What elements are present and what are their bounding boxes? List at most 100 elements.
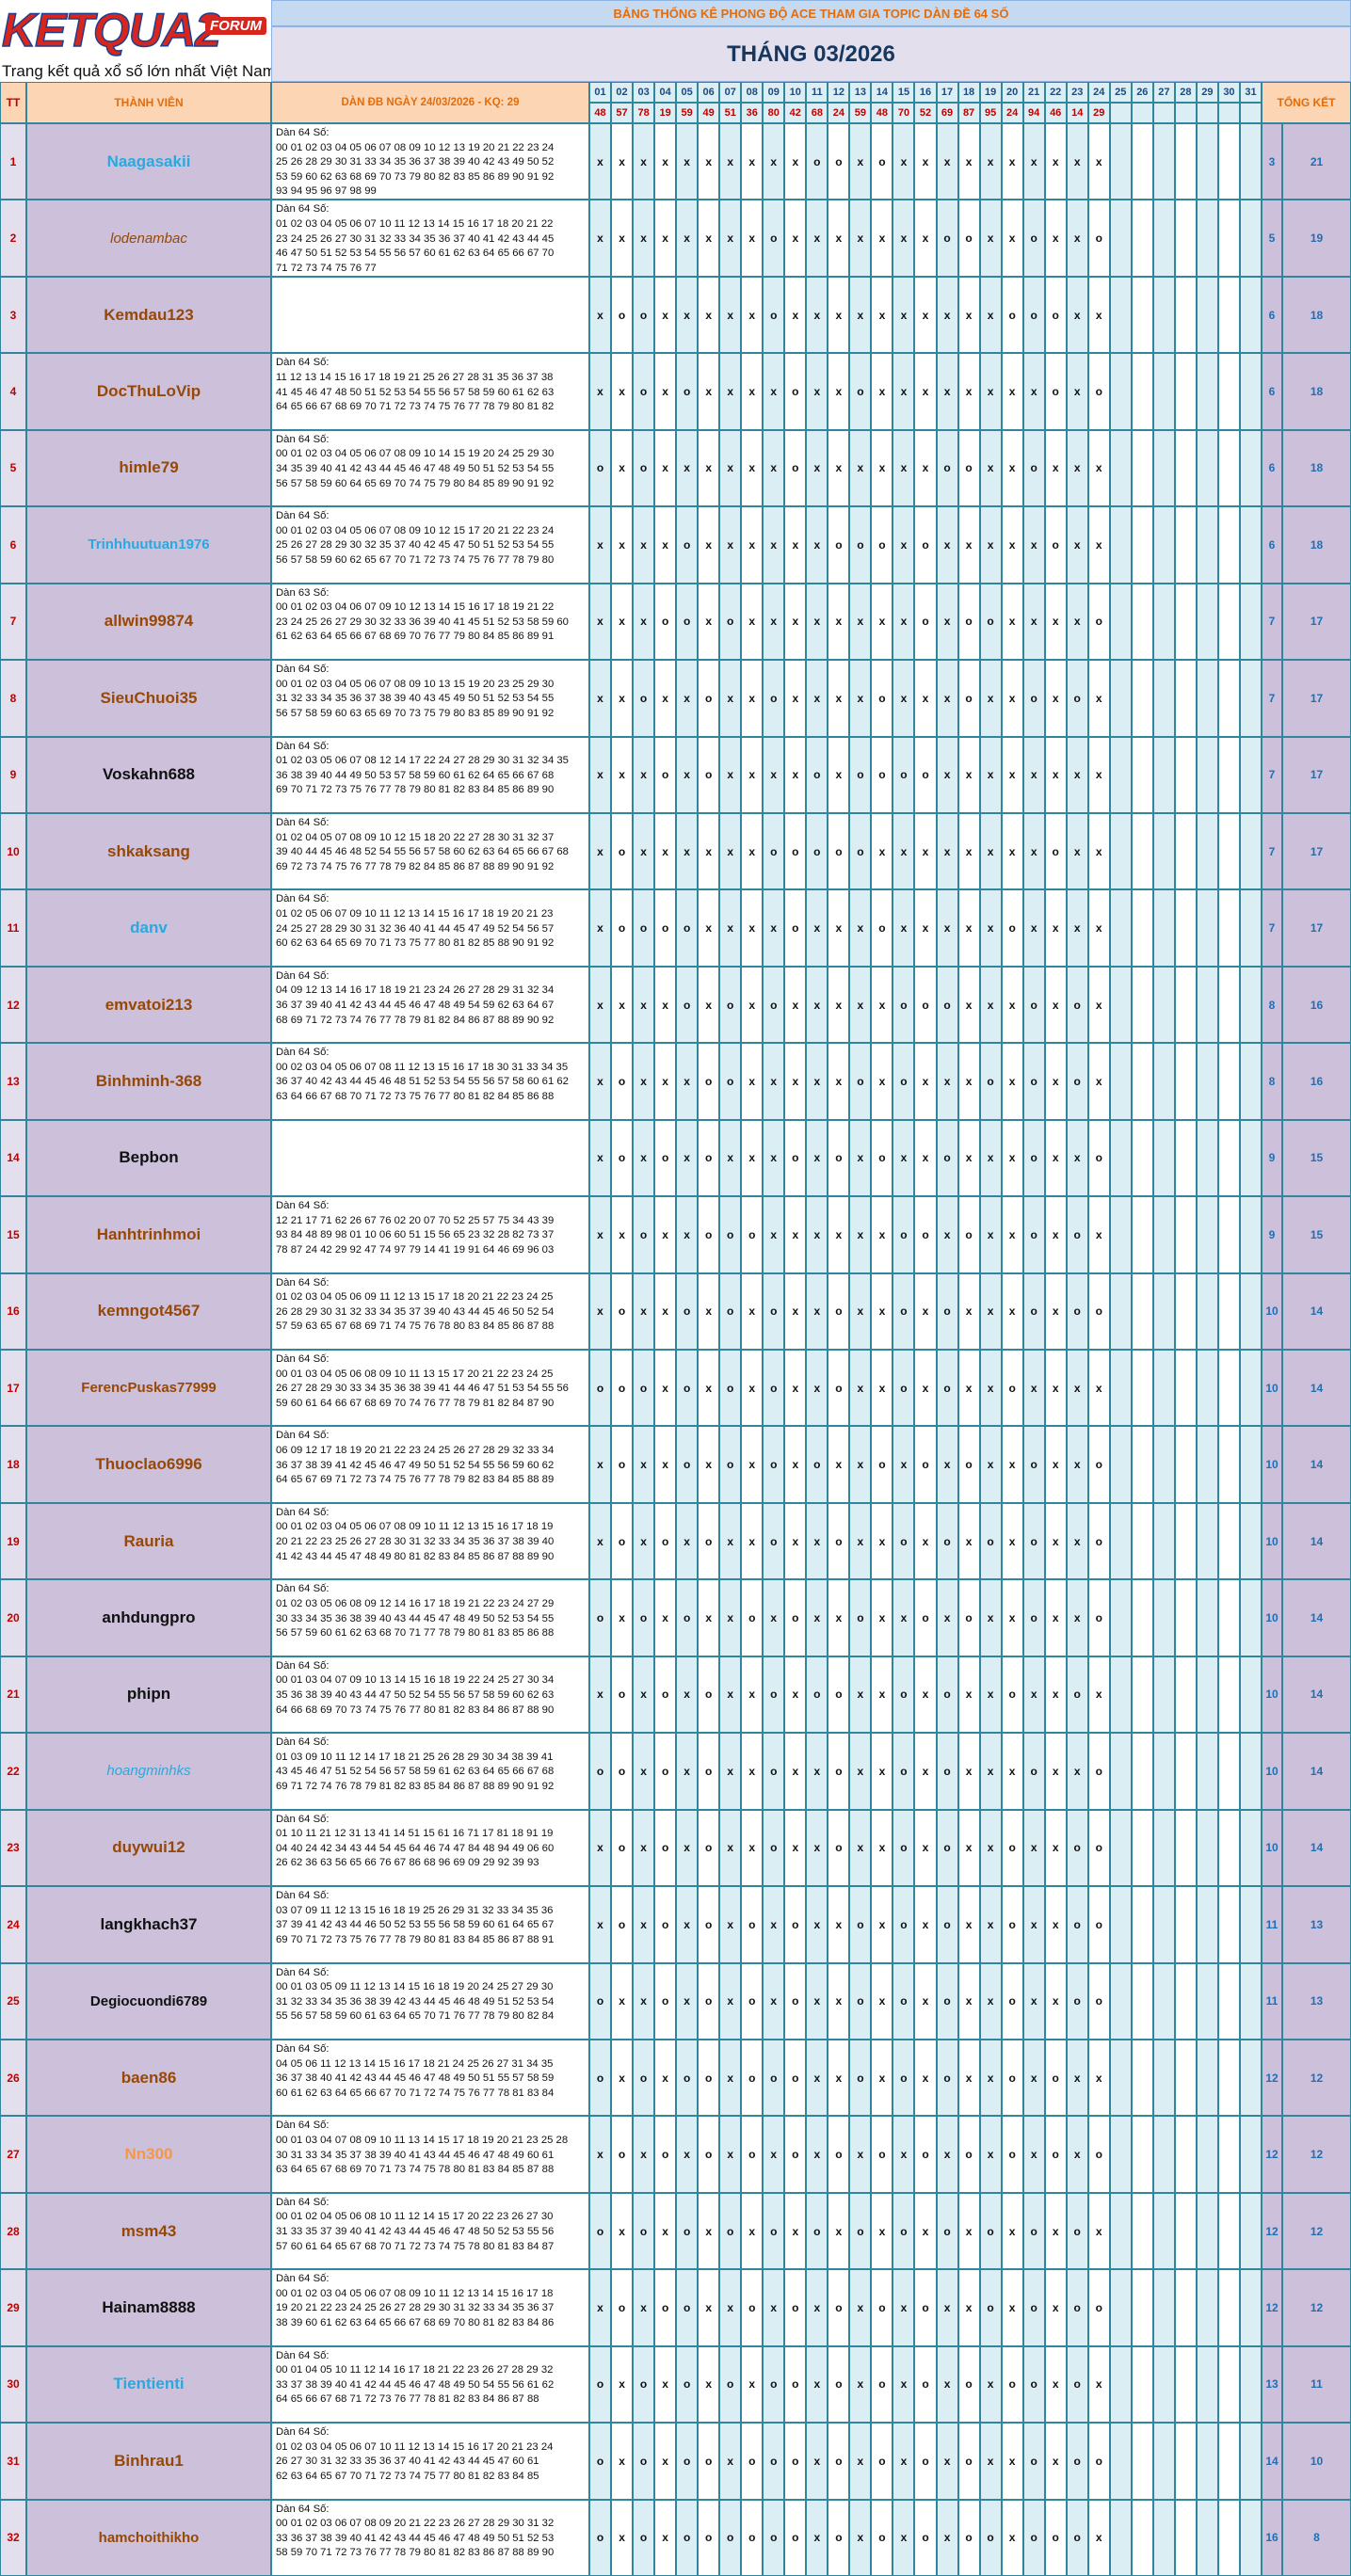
dan-line: 00 01 02 03 04 05 06 07 08 09 10 11 12 1… <box>276 1521 554 1533</box>
day-mark: x <box>633 966 655 1044</box>
day-mark: o <box>957 2345 980 2424</box>
day-mark <box>1239 1119 1262 1197</box>
day-mark: x <box>633 1656 655 1734</box>
day-mark: o <box>849 1962 872 2040</box>
day-mark: o <box>611 2116 634 2193</box>
day-mark <box>1196 583 1218 661</box>
day-mark <box>1217 583 1240 661</box>
member-header: THÀNH VIÊN <box>26 82 271 123</box>
dan-line: 58 59 70 71 72 73 76 77 78 79 80 81 82 8… <box>276 2547 555 2559</box>
dan-line: 04 40 24 42 34 43 44 54 45 64 46 74 47 8… <box>276 1842 555 1854</box>
day-mark: x <box>1087 2192 1110 2270</box>
day-mark: o <box>936 966 958 1044</box>
day-mark: x <box>979 506 1002 584</box>
day-mark: x <box>741 1426 764 1503</box>
day-mark: o <box>1087 1272 1110 1350</box>
day-mark: x <box>719 889 742 967</box>
dan-label: Dàn 64 Số: <box>276 1506 330 1518</box>
day-mark: o <box>719 1426 742 1503</box>
day-mark: x <box>1087 1043 1110 1120</box>
day-mark: x <box>784 1350 807 1427</box>
day-mark: x <box>698 2345 720 2424</box>
dan-line: 01 10 11 21 12 31 13 41 14 51 15 61 16 7… <box>276 1828 554 1840</box>
day-mark: x <box>719 1656 742 1734</box>
day-mark: x <box>719 2116 742 2193</box>
day-mark <box>1217 1502 1240 1580</box>
day-mark <box>1109 506 1132 584</box>
day-mark: x <box>719 2423 742 2500</box>
dan-line: 64 65 66 67 68 71 72 73 76 77 78 81 82 8… <box>276 2393 539 2406</box>
losses: 12 <box>1282 2116 1351 2193</box>
day-mark: o <box>698 1043 720 1120</box>
day-mark: x <box>806 276 828 354</box>
day-mark <box>1109 276 1132 354</box>
day-mark: x <box>676 123 699 200</box>
day-mark: x <box>611 200 634 277</box>
day-mark: o <box>676 2499 699 2576</box>
wins: 6 <box>1262 276 1282 354</box>
day-mark <box>1152 583 1175 661</box>
day-mark <box>1174 1272 1197 1350</box>
day-mark: x <box>1001 2269 1023 2346</box>
day-mark: x <box>763 1886 785 1963</box>
day-mark: o <box>849 1579 872 1656</box>
dan-line: 26 62 36 63 56 65 66 76 67 86 68 96 69 0… <box>276 1857 539 1869</box>
day-mark <box>1196 1962 1218 2040</box>
day-mark <box>1152 966 1175 1044</box>
day-mark: x <box>611 353 634 430</box>
dan-line: 00 01 03 04 07 08 09 10 11 13 14 15 17 1… <box>276 2134 569 2146</box>
member-name: kemngot4567 <box>26 1272 271 1350</box>
day-mark: x <box>1044 429 1067 507</box>
day-mark: o <box>1087 1809 1110 1887</box>
day-mark: x <box>633 583 655 661</box>
day-mark: o <box>784 1119 807 1197</box>
day-mark: x <box>1066 1119 1088 1197</box>
day-mark <box>1174 1119 1197 1197</box>
dan-line: 69 72 73 74 75 76 77 78 79 82 84 85 86 8… <box>276 860 555 872</box>
row-number: 22 <box>0 1733 26 1810</box>
dan-line: 25 26 28 29 30 31 33 34 35 36 37 38 39 4… <box>276 156 555 168</box>
day-mark <box>1239 1426 1262 1503</box>
day-mark: o <box>1022 1196 1045 1273</box>
summary-header: TỔNG KẾT <box>1262 82 1351 123</box>
day-mark: x <box>871 200 893 277</box>
member-name: FerencPuskas77999 <box>26 1350 271 1427</box>
day-mark: x <box>1001 1272 1023 1350</box>
day-mark: x <box>698 966 720 1044</box>
day-header: 09 <box>763 82 785 103</box>
day-mark: x <box>611 2345 634 2424</box>
day-mark: o <box>763 2423 785 2500</box>
day-mark <box>1109 1886 1132 1963</box>
day-mark <box>1131 1886 1153 1963</box>
day-mark: x <box>589 1272 612 1350</box>
day-mark: x <box>914 123 937 200</box>
member-name: Hanhtrinhmoi <box>26 1196 271 1273</box>
member-name: shkaksang <box>26 812 271 890</box>
day-mark: o <box>654 2269 677 2346</box>
day-mark: o <box>633 353 655 430</box>
day-mark: x <box>871 1196 893 1273</box>
day-mark: x <box>828 1579 850 1656</box>
day-mark: x <box>589 966 612 1044</box>
day-mark: x <box>741 1502 764 1580</box>
day-mark: x <box>957 353 980 430</box>
day-mark: x <box>871 276 893 354</box>
day-mark: o <box>957 429 980 507</box>
day-mark <box>1109 1579 1132 1656</box>
row-number: 13 <box>0 1043 26 1120</box>
day-mark: x <box>719 353 742 430</box>
day-mark: x <box>914 889 937 967</box>
day-mark <box>1239 276 1262 354</box>
day-mark: o <box>654 583 677 661</box>
day-mark: o <box>849 2192 872 2270</box>
row-number: 25 <box>0 1962 26 2040</box>
day-mark: x <box>589 736 612 813</box>
day-mark: x <box>979 812 1002 890</box>
day-mark <box>1152 353 1175 430</box>
day-mark: x <box>589 1043 612 1120</box>
dan-cell: Dàn 64 Số: 00 01 02 03 04 05 06 07 08 09 … <box>271 1502 589 1580</box>
day-header: 04 <box>654 82 677 103</box>
day-mark: o <box>893 1196 915 1273</box>
day-mark: x <box>849 889 872 967</box>
day-mark: x <box>654 353 677 430</box>
